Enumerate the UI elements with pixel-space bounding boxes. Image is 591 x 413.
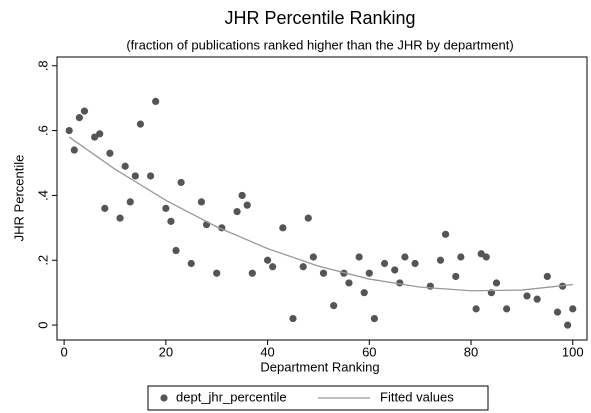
- scatter-point: [472, 305, 480, 313]
- scatter-point: [370, 315, 378, 323]
- scatter-point: [233, 208, 241, 216]
- scatter-point: [248, 269, 256, 277]
- scatter-point: [70, 146, 78, 154]
- scatter-point: [426, 282, 434, 290]
- scatter-point: [96, 130, 104, 138]
- scatter-point: [452, 272, 460, 281]
- x-tick-label: 60: [362, 344, 376, 359]
- scatter-point: [492, 279, 501, 287]
- scatter-point: [309, 253, 317, 261]
- chart-title: JHR Percentile Ranking: [224, 8, 415, 28]
- x-tick-label: 80: [464, 344, 478, 359]
- y-axis-label: JHR Percentile: [11, 155, 26, 242]
- legend-label: Fitted values: [380, 389, 454, 404]
- scatter-point: [553, 308, 562, 316]
- scatter-point: [304, 214, 312, 222]
- scatter-point: [569, 305, 577, 313]
- scatter-point: [360, 289, 368, 297]
- x-tick-label: 20: [159, 344, 173, 359]
- scatter-point: [436, 256, 445, 264]
- scatter-point: [345, 279, 353, 287]
- scatter-point: [355, 253, 363, 261]
- scatter-point: [187, 259, 195, 268]
- scatter-point: [121, 162, 129, 170]
- scatter-point: [152, 97, 160, 106]
- scatter-point: [401, 253, 409, 261]
- scatter-point: [116, 214, 124, 222]
- scatter-point: [482, 253, 490, 261]
- scatter-point: [279, 224, 287, 232]
- legend-label: dept_jhr_percentile: [176, 389, 287, 404]
- scatter-point: [543, 272, 551, 281]
- legend-marker: [160, 394, 168, 402]
- scatter-point: [533, 295, 541, 303]
- scatter-point: [177, 178, 185, 187]
- scatter-point: [411, 259, 419, 268]
- scatter-point: [162, 204, 170, 212]
- scatter-point: [441, 230, 450, 238]
- scatter-point: [269, 263, 277, 271]
- scatter-point: [330, 302, 338, 310]
- scatter-point: [319, 269, 328, 277]
- scatter-point: [126, 198, 134, 206]
- scatter-point: [131, 172, 139, 180]
- scatter-point: [391, 266, 399, 274]
- x-axis-label: Department Ranking: [260, 359, 379, 374]
- x-tick-label: 40: [260, 344, 274, 359]
- scatter-point: [263, 256, 272, 264]
- scatter-point: [101, 204, 109, 212]
- scatter-point: [213, 269, 221, 277]
- scatter-point: [197, 198, 206, 206]
- chart-subtitle: (fraction of publications ranked higher …: [126, 37, 513, 52]
- scatter-point: [243, 201, 251, 209]
- x-tick-label: 100: [562, 344, 584, 359]
- scatter-point: [75, 114, 83, 122]
- scatter-point: [172, 246, 180, 255]
- scatter-point: [299, 263, 307, 271]
- plot-frame: [56, 56, 588, 341]
- scatter-point: [289, 315, 297, 323]
- scatter-point: [136, 120, 145, 128]
- scatter-point: [380, 259, 389, 268]
- y-tick-label: .8: [35, 60, 50, 71]
- scatter-point: [167, 217, 175, 225]
- scatter-point: [106, 149, 114, 157]
- scatter-point: [365, 269, 373, 277]
- x-tick-label: 0: [61, 344, 68, 359]
- scatter-point: [80, 107, 89, 115]
- y-tick-label: .2: [35, 255, 50, 266]
- scatter-point: [523, 292, 531, 300]
- y-tick-label: .6: [35, 125, 50, 136]
- y-tick-label: .4: [35, 190, 50, 201]
- scatter-point: [65, 126, 73, 135]
- scatter-point: [457, 253, 465, 261]
- scatter-point: [503, 305, 511, 313]
- scatter-point: [238, 191, 246, 200]
- y-tick-label: 0: [35, 321, 50, 328]
- fitted-line: [68, 136, 573, 292]
- scatter-point: [564, 321, 572, 329]
- scatter-point: [146, 172, 155, 180]
